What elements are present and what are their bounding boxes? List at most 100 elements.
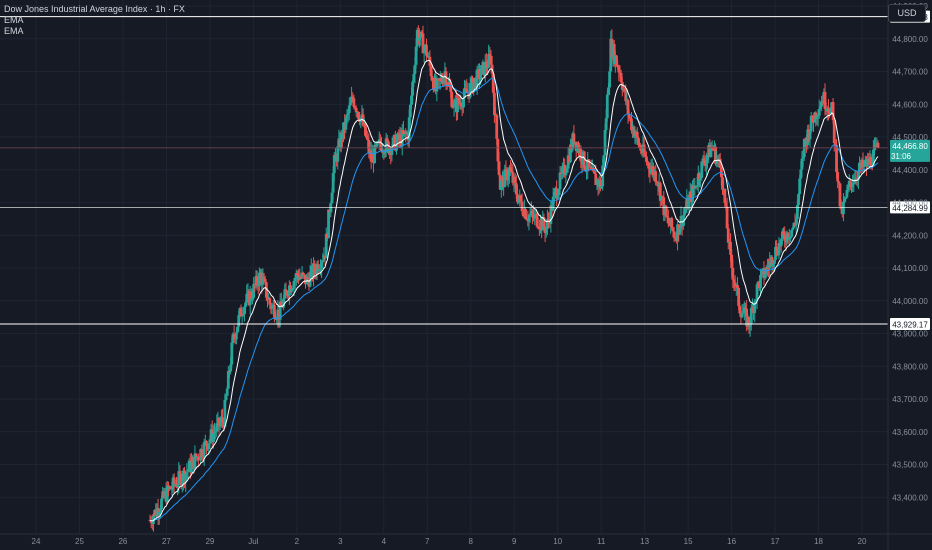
candle-body [367, 139, 371, 153]
candle-body [702, 158, 706, 163]
candle-body [604, 118, 608, 130]
candle-body [766, 267, 769, 269]
candle-body [289, 285, 292, 292]
candle-body [245, 293, 249, 303]
candle-body [503, 169, 507, 188]
x-tick-label: 24 [32, 537, 41, 546]
candle-body [237, 315, 241, 327]
candle-body [484, 61, 488, 68]
candle-body [635, 131, 639, 138]
candle-body [832, 120, 836, 143]
candle-body [347, 105, 351, 113]
candle-body [547, 219, 550, 221]
candle-body [178, 471, 182, 474]
candle-body [789, 236, 792, 238]
candle-body [283, 289, 287, 299]
currency-button[interactable]: USD [888, 4, 926, 22]
candle-body [666, 217, 670, 224]
candle-body [651, 166, 655, 176]
candle-body [612, 44, 616, 65]
level-label: 44,284.99 [892, 204, 928, 213]
y-tick-label: 44,800.00 [892, 35, 928, 44]
candle-body [487, 54, 491, 68]
candle-body [479, 74, 482, 80]
x-tick-label: 15 [684, 537, 693, 546]
candle-body [244, 302, 248, 307]
candle-body [835, 144, 838, 173]
candle-body [346, 112, 350, 115]
candle-body [520, 201, 524, 212]
candle-body [149, 520, 153, 523]
candle-body [440, 78, 443, 82]
candle-body [185, 471, 189, 474]
y-tick-label: 43,400.00 [892, 493, 928, 502]
candle-body [357, 112, 360, 118]
candle-body [691, 185, 694, 202]
x-tick-label: 25 [75, 537, 84, 546]
candle-body [414, 46, 418, 65]
candle-body [660, 196, 663, 201]
candle-body [507, 167, 511, 177]
candle-body [718, 158, 722, 168]
candle-body [391, 137, 395, 148]
candle-body [294, 273, 298, 279]
candle-body [542, 217, 546, 227]
candle-body [177, 471, 181, 486]
candle-body [725, 206, 729, 229]
candle-body [767, 267, 770, 269]
candle-body [665, 216, 669, 218]
candle-body [851, 183, 855, 187]
candle-body [449, 86, 453, 92]
candle-body [429, 65, 433, 77]
candle-body [457, 98, 461, 104]
candle-body [334, 155, 337, 157]
candle-body [160, 498, 163, 510]
candle-body [557, 189, 561, 196]
candle-body [797, 194, 800, 205]
candle-body [270, 305, 274, 309]
candle-body [186, 469, 190, 472]
candle-body [452, 103, 456, 108]
candle-body [780, 231, 784, 239]
y-tick-label: 43,500.00 [892, 461, 928, 470]
candle-body [700, 161, 704, 178]
candle-body [345, 114, 349, 118]
candle-body [214, 431, 218, 433]
y-tick-label: 44,600.00 [892, 100, 928, 109]
candle-body [772, 259, 776, 264]
candle-body [293, 278, 297, 282]
candle-body [284, 289, 288, 291]
candle-body [316, 264, 320, 272]
candle-body [829, 107, 833, 115]
candle-body [533, 214, 537, 219]
candle-body [696, 173, 700, 186]
candle-body [268, 298, 272, 305]
candle-body [647, 162, 651, 169]
candle-body [226, 371, 230, 389]
candle-body [786, 232, 790, 240]
candle-body [600, 186, 603, 189]
candle-body [419, 31, 423, 38]
candle-body [514, 183, 518, 195]
candle-body [782, 231, 785, 235]
candle-body [225, 388, 229, 396]
candle-body [296, 273, 299, 276]
candle-body [301, 272, 305, 275]
candle-body [714, 146, 717, 164]
candle-body [475, 69, 479, 88]
candle-body [798, 178, 802, 195]
candle-body [383, 152, 387, 154]
candle-body [709, 148, 713, 158]
candle-body [510, 170, 514, 173]
plot-area [0, 0, 888, 534]
candle-body [719, 167, 723, 178]
candle-body [527, 215, 531, 222]
candle-body [672, 231, 676, 238]
x-tick-label: 10 [553, 537, 562, 546]
candle-body [819, 106, 822, 109]
x-tick-label: 4 [382, 537, 387, 546]
candle-body [601, 165, 605, 187]
candle-body [321, 260, 325, 263]
